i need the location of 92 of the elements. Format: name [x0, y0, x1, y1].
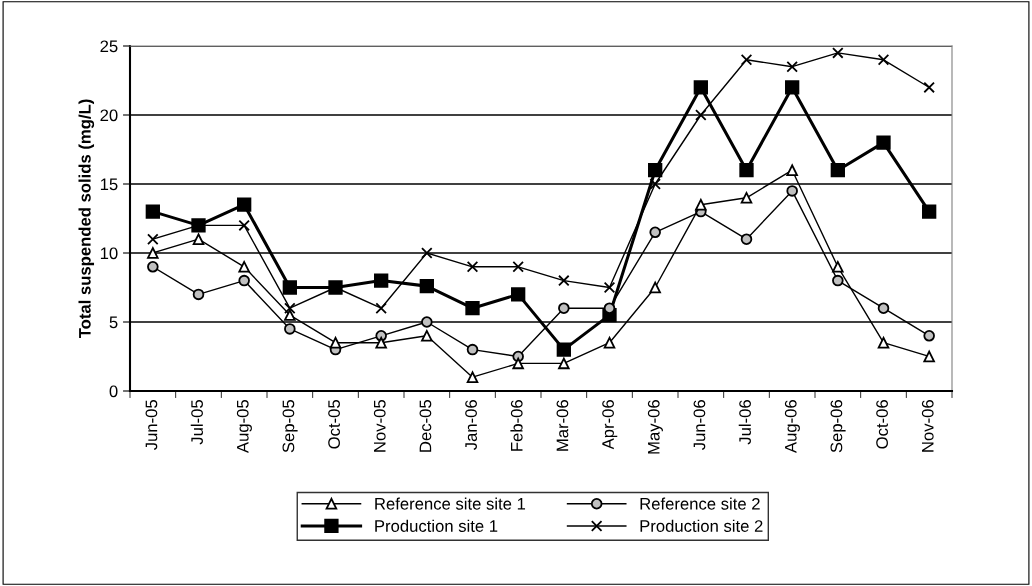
point [877, 302, 890, 314]
point [877, 54, 890, 66]
x-tick-label: Sep-06 [830, 400, 846, 453]
y-axis-title: Total suspended solids (mg/L) [78, 99, 95, 339]
x-tick-label: Jul-06 [738, 400, 751, 445]
x-tick-label: Nov-06 [921, 400, 934, 452]
point [238, 219, 250, 232]
point [145, 204, 160, 219]
point [329, 336, 342, 349]
point [421, 330, 433, 342]
point [512, 261, 524, 273]
legend-label: Production site 1 [375, 519, 498, 532]
point [238, 261, 250, 273]
x-tick-label: May-06 [647, 400, 663, 454]
x-tick-label: Aug-06 [784, 400, 800, 454]
point [282, 280, 297, 295]
point [465, 301, 480, 316]
point [375, 302, 387, 314]
legend-label: Reference site 2 [640, 497, 760, 510]
point [375, 336, 387, 349]
point [558, 274, 570, 287]
point [649, 281, 661, 294]
point [466, 343, 479, 356]
point [421, 316, 433, 328]
point [237, 197, 252, 212]
point [739, 163, 754, 178]
point [832, 274, 844, 287]
x-tick-label: Aug-05 [236, 400, 252, 454]
point [923, 81, 935, 94]
point [740, 192, 753, 204]
point [556, 342, 571, 357]
legend-label: Production site 2 [640, 519, 763, 532]
x-tick-label: Jan-06 [465, 400, 477, 451]
point [785, 80, 800, 95]
point [192, 288, 205, 301]
point [830, 163, 845, 178]
y-tick-label: 10 [100, 247, 118, 260]
x-tick-label: Oct-06 [876, 400, 888, 449]
point [284, 323, 296, 335]
point [649, 226, 661, 239]
x-tick-label: Jun-06 [693, 400, 706, 451]
point [374, 273, 389, 288]
point [466, 261, 479, 273]
point [786, 185, 798, 197]
point [511, 287, 526, 302]
x-tick-label: Nov-05 [373, 400, 386, 452]
point [695, 109, 707, 121]
point [648, 163, 663, 178]
point [603, 302, 616, 314]
y-tick-label: 20 [100, 109, 118, 122]
point [284, 309, 296, 321]
x-tick-label: Jul-05 [190, 400, 203, 445]
x-tick-label: Oct-05 [328, 400, 340, 449]
point [603, 281, 616, 294]
point [877, 336, 890, 349]
point [147, 233, 159, 245]
point [512, 357, 524, 370]
point [147, 247, 159, 259]
point [832, 261, 844, 273]
y-tick-label: 15 [100, 178, 118, 191]
point [923, 330, 935, 342]
point [740, 233, 753, 245]
y-tick-label: 5 [109, 316, 118, 329]
point [649, 178, 661, 190]
point [832, 47, 844, 59]
point [284, 302, 296, 314]
point [603, 336, 616, 349]
point [558, 302, 570, 314]
point [147, 261, 159, 273]
x-tick-label: Jun-05 [145, 400, 158, 451]
x-tick-label: Mar-06 [556, 400, 569, 451]
point [192, 233, 205, 245]
x-tick-label: Feb-06 [510, 400, 523, 451]
y-tick-label: 0 [109, 385, 118, 398]
point [693, 80, 708, 95]
point [238, 274, 250, 287]
point [786, 164, 798, 176]
y-tick-label: 25 [100, 40, 118, 53]
x-tick-label: Dec-05 [419, 400, 432, 452]
point [419, 278, 434, 294]
point [466, 371, 479, 383]
point [740, 54, 753, 66]
point [695, 198, 707, 211]
point [922, 204, 937, 219]
point [421, 247, 433, 259]
x-tick-label: Apr-06 [602, 400, 618, 450]
legend-label: Reference site site 1 [375, 497, 526, 510]
point [923, 350, 935, 363]
point [876, 135, 891, 150]
x-tick-label: Sep-05 [282, 400, 298, 453]
point [558, 357, 570, 370]
point [786, 60, 798, 73]
